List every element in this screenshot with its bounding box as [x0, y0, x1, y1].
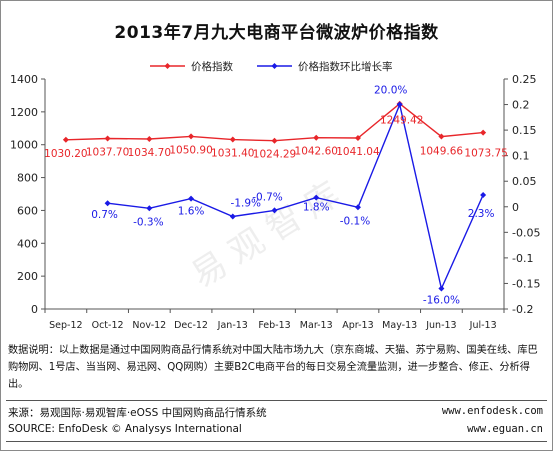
price-data-label: 1034.70 [128, 147, 171, 159]
right-tick-label: 0 [512, 201, 519, 214]
x-tick-label: Nov-12 [132, 320, 166, 331]
growth-rate-marker [271, 207, 278, 214]
growth-rate-data-label: 0.7% [91, 209, 118, 221]
legend-rate-label: 价格指数环比增长率 [298, 60, 393, 73]
chart-svg: 0 200 400 600 800 1000 1200 1400 -0.2 -0.15 -0.1 -0… [10, 60, 540, 331]
data-note: 数据说明：以上数据是通过中国网购商品行情系统对中国大陆市场九大（京东商城、天猫、… [8, 345, 538, 390]
growth-rate-data-label: -0.7% [252, 191, 282, 203]
growth-rate-data-label: -1.9% [231, 197, 261, 209]
growth-rate-marker [396, 101, 403, 108]
left-tick-label: 1000 [10, 139, 38, 152]
right-tick-label: 0.2 [512, 99, 530, 112]
source-en: SOURCE: EnfoDesk © Analysys Internationa… [8, 423, 242, 435]
legend-rate-marker [271, 63, 278, 69]
x-tick-label: Apr-13 [342, 320, 373, 331]
growth-rate-data-label: 2.3% [468, 208, 495, 220]
x-tick-label: Sep-12 [49, 320, 82, 331]
legend-price-label: 价格指数 [191, 60, 233, 73]
growth-rate-line [107, 102, 484, 291]
growth-rate-data-label: 20.0% [374, 85, 407, 97]
growth-rate-marker [104, 200, 111, 207]
chart-title: 2013年7月九大电商平台微波炉价格指数 [114, 23, 439, 43]
price-index-marker [271, 137, 278, 144]
price-data-label: 1050.90 [169, 144, 212, 156]
growth-rate-marker [480, 192, 487, 199]
x-tick-label: Feb-13 [258, 320, 290, 331]
x-tick-label: Jan-13 [217, 320, 248, 331]
right-tick-label: 0.25 [512, 73, 537, 86]
x-tick-label: May-13 [382, 320, 417, 331]
right-tick-label: -0.15 [512, 277, 540, 290]
right-tick-label: 0.15 [512, 124, 537, 137]
left-tick-label: 1200 [10, 106, 38, 119]
source-cn: 来源：易观国际·易观智库·eOSS 中国网购商品行情系统 [8, 407, 267, 419]
price-index-marker [438, 133, 445, 140]
site-enfodesk: www.enfodesk.com [441, 405, 543, 417]
growth-rate-data-label: 1.8% [303, 202, 330, 214]
growth-rate-data-label: -0.1% [340, 215, 370, 227]
right-tick-label: 0.1 [512, 150, 530, 163]
price-index-marker [62, 136, 69, 143]
growth-rate-marker [354, 204, 361, 211]
left-tick-label: 0 [31, 303, 38, 316]
x-tick-label: Jun-13 [425, 320, 456, 331]
left-tick-label: 200 [17, 270, 38, 283]
price-data-label: 1249.42 [380, 115, 423, 127]
growth-rate-marker [146, 205, 153, 212]
price-index-marker [354, 134, 361, 141]
x-tick-label: Dec-12 [174, 320, 208, 331]
price-data-label: 1041.04 [336, 146, 380, 158]
growth-rate-data-label: -0.3% [133, 216, 163, 228]
left-tick-label: 400 [17, 237, 38, 250]
growth-rate-marker [229, 213, 236, 220]
price-data-label: 1042.60 [295, 146, 338, 158]
price-data-label: 1037.70 [86, 147, 129, 159]
price-index-marker [146, 136, 153, 143]
price-index-marker [188, 133, 195, 140]
price-data-label: 1030.20 [44, 148, 87, 160]
right-tick-label: -0.2 [512, 303, 533, 316]
price-data-label: 1024.29 [253, 149, 296, 161]
growth-rate-data-label: -16.0% [423, 295, 460, 307]
growth-rate-marker [188, 195, 195, 202]
price-index-marker [229, 136, 236, 143]
legend-price-marker [164, 63, 171, 69]
x-tick-label: Oct-12 [92, 320, 124, 331]
price-data-label: 1073.75 [464, 148, 507, 160]
growth-rate-data-label: 1.6% [178, 206, 205, 218]
x-tick-label: Jul-13 [469, 320, 497, 331]
footer-divider-bottom [6, 441, 547, 442]
right-tick-label: 0.05 [512, 175, 537, 188]
left-tick-label: 800 [17, 172, 38, 185]
price-index-marker [313, 134, 320, 141]
right-tick-label: -0.05 [512, 226, 540, 239]
price-data-label: 1049.66 [420, 146, 464, 158]
left-tick-label: 1400 [10, 73, 38, 86]
growth-rate-marker [438, 285, 445, 292]
site-eguan: www.eguan.cn [467, 423, 543, 435]
right-tick-label: -0.1 [512, 252, 533, 265]
footer-divider-top [6, 400, 547, 401]
growth-rate-marker [313, 194, 320, 201]
price-data-label: 1031.40 [211, 148, 254, 160]
price-index-marker [104, 135, 111, 142]
price-index-marker [480, 129, 487, 136]
left-tick-label: 600 [17, 204, 38, 217]
x-tick-label: Mar-13 [300, 320, 333, 331]
